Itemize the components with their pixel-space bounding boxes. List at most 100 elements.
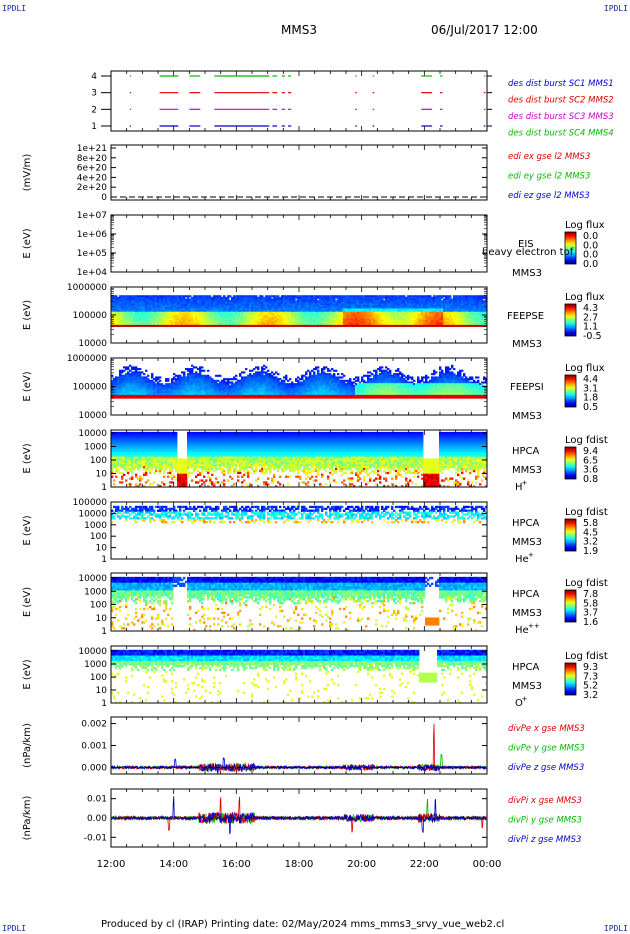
spectrogram-cell [173,313,176,316]
spectrogram-cell [283,324,286,327]
spectrogram-cell [333,296,336,299]
spectrogram-cell [131,388,134,391]
spectrogram-cell [183,316,186,319]
spectrogram-cell [293,310,296,313]
spectrogram-cell [259,300,262,303]
spectrogram-cell [289,298,292,301]
spectrogram-cell [389,319,392,322]
spectrogram-cell [271,323,274,326]
spectrogram-cell [295,306,298,309]
spectrogram-cell [283,298,286,301]
spectrogram-cell [331,315,334,318]
spectrogram-cell [255,324,258,327]
spectrogram-cell [209,319,212,322]
spectrogram-cell [413,306,416,309]
spectrogram-cell [399,301,402,304]
spectrogram-cell [187,315,190,318]
spectrogram-cell [423,321,426,324]
spectrogram-cell [247,379,250,382]
spectrogram-cell [253,381,256,384]
spectrogram-cell [383,303,386,306]
spectrogram-cell [441,315,444,318]
spectrogram-cell [137,389,140,392]
spectrogram-cell [471,305,474,308]
spectrogram-cell [253,378,256,381]
spectrogram-cell [135,394,138,397]
spectrogram-cell [337,311,340,314]
spectrogram-cell [169,308,172,311]
spectrogram-cell [355,318,358,321]
spectrogram-cell [371,324,374,327]
spectrogram-cell [481,300,484,303]
spectrogram-cell [237,310,240,313]
spectrogram-cell [113,384,116,387]
colorbar-tick-label: 0.0 [583,250,598,261]
spectrogram-cell [173,300,176,303]
spectrogram-cell [467,324,470,327]
spectrogram-cell [141,316,144,319]
spectrogram-cell [245,381,248,384]
spectrogram-cell [139,318,142,321]
spectrogram-cell [199,315,202,318]
spectrogram-cell [169,318,172,321]
spectrogram-cell [465,321,468,324]
spectrogram-cell [181,384,184,387]
spectrogram-cell [347,321,350,324]
spectrogram-cell [237,386,240,389]
spectrogram-cell [183,298,186,301]
spectrogram-cell [443,310,446,313]
spectrogram-cell [407,321,410,324]
spectrogram-cell [333,310,336,313]
spectrogram-cell [181,379,184,382]
spectrogram-cell [479,324,482,327]
spectrogram-cell [317,313,320,316]
spectrogram-cell [123,388,126,391]
spectrogram-cell [163,315,166,318]
spectrogram-cell [231,384,234,387]
spectrogram-cell [251,389,254,392]
spectrogram-cell [471,301,474,304]
spectrogram-cell [197,378,200,381]
spectrogram-cell [113,310,116,313]
spectrogram-cell [149,308,152,311]
spectrogram-cell [253,295,256,298]
spectrogram-cell [345,295,348,298]
spectrogram-cell [403,318,406,321]
spectrogram-cell [461,296,464,299]
spectrogram-cell [207,381,210,384]
spectrogram-cell [381,313,384,316]
spectrogram-cell [193,373,196,376]
spectrogram-cell [183,296,186,299]
spectrogram-cell [301,316,304,319]
spectrogram-cell [271,318,274,321]
spectrogram-cell [397,296,400,299]
spectrogram-cell [181,394,184,397]
spectrogram-cell [161,319,164,322]
spectrogram-cell [127,383,130,386]
spectrogram-cell [389,305,392,308]
spectrogram-cell [307,318,310,321]
spectrogram-cell [257,391,260,394]
spectrogram-cell [273,303,276,306]
spectrogram-cell [205,303,208,306]
spectrogram-cell [181,305,184,308]
spectrogram-cell [233,308,236,311]
spectrogram-cell [225,300,228,303]
spectrogram-cell [451,313,454,316]
spectrogram-cell [201,318,204,321]
spectrogram-cell [375,306,378,309]
spectrogram-cell [133,376,136,379]
spectrogram-cell [273,321,276,324]
spectrogram-cell [303,319,306,322]
spectrogram-cell [135,379,138,382]
spectrogram-cell [227,323,230,326]
spectrogram-cell [233,319,236,322]
spectrogram-cell [367,301,370,304]
spectrogram-cell [347,305,350,308]
spectrogram-cell [479,315,482,318]
spectrogram-cell [137,301,140,304]
spectrogram-cell [233,296,236,299]
spectrogram-cell [195,396,198,399]
spectrogram-cell [289,301,292,304]
spectrogram-cell [473,305,476,308]
